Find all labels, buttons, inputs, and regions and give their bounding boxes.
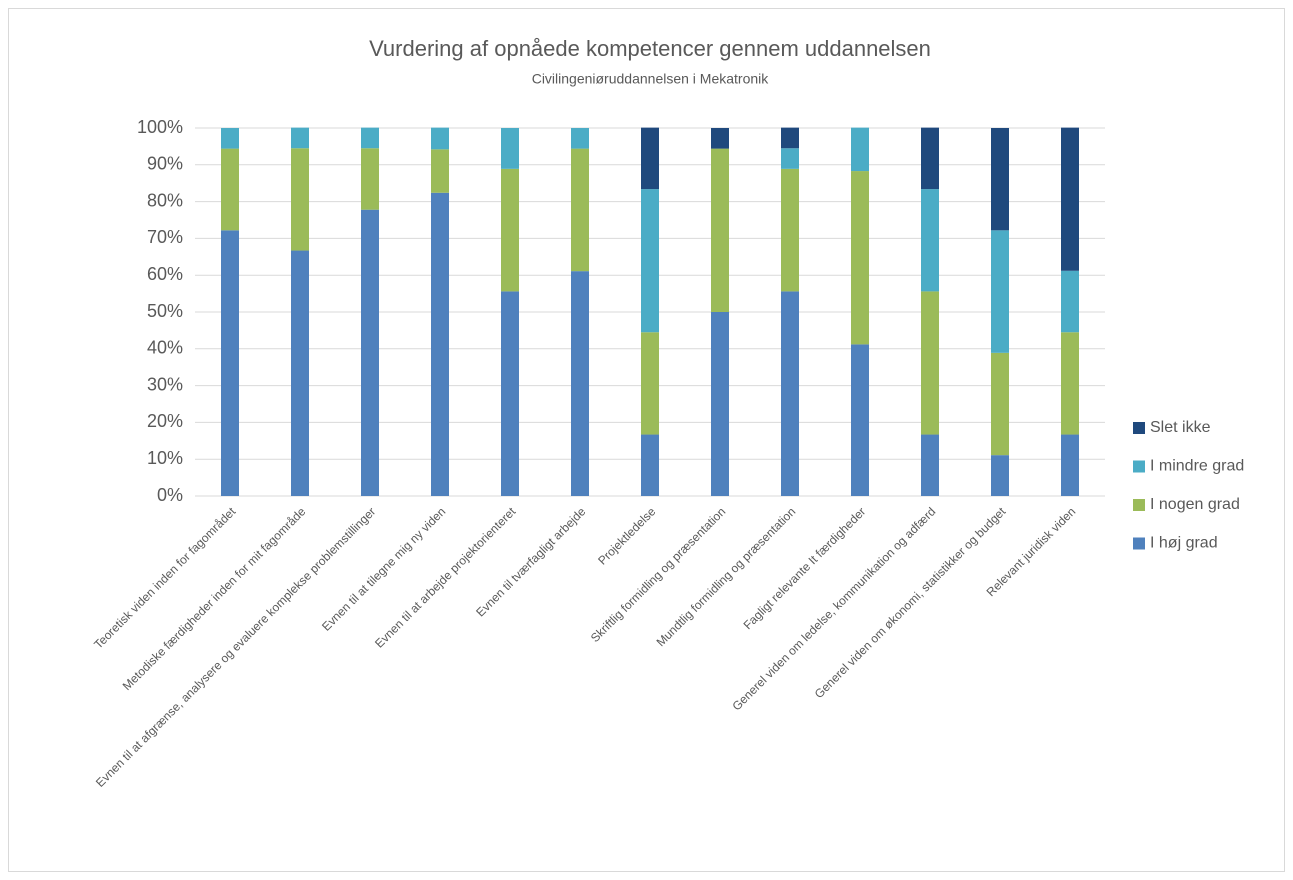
bar-segment [571,148,589,272]
y-tick-label: 50% [147,301,183,321]
bar-segment [991,455,1009,496]
bar-segment [781,148,799,169]
y-tick-label: 60% [147,264,183,284]
bar-segment [291,250,309,496]
bar-segment [641,434,659,496]
bar-segment [501,168,519,292]
y-tick-label: 40% [147,338,183,358]
bar-segment [851,344,869,496]
y-tick-label: 100% [137,117,183,137]
y-tick-label: 20% [147,411,183,431]
bar-segment [361,127,379,149]
bar-segment [501,291,519,496]
bar-segment [711,128,729,149]
bar-segment [781,168,799,292]
chart-subtitle: Civilingeniøruddannelsen i Mekatronik [532,71,770,87]
bar-segment [361,209,379,497]
bar-segment [501,128,519,169]
bar-segment [851,171,869,345]
legend-label: Slet ikke [1150,419,1211,436]
bar-segment [1061,270,1079,333]
bar-segment [431,127,449,150]
legend-label: I mindre grad [1150,458,1244,475]
bar-segment [641,189,659,333]
bar-segment [641,127,659,190]
y-tick-label: 10% [147,448,183,468]
chart-title: Vurdering af opnåede kompetencer gennem … [369,36,931,61]
bar-segment [431,149,449,193]
bar-segment [991,352,1009,456]
bar-segment [431,192,449,496]
bar-segment [221,230,239,496]
bar-segment [921,434,939,496]
bar-segment [781,291,799,496]
bar-segment [921,127,939,190]
y-tick-label: 0% [157,485,183,505]
bar-segment [851,127,869,172]
y-tick-label: 30% [147,374,183,394]
bar-segment [921,291,939,435]
bar-segment [711,312,729,496]
y-tick-label: 90% [147,154,183,174]
bar-segment [571,128,589,149]
bar-segment [291,127,309,149]
bar-segment [571,271,589,496]
legend-label: I høj grad [1150,535,1218,552]
legend-label: I nogen grad [1150,496,1240,513]
bar-segment [361,148,379,210]
legend-swatch [1133,422,1145,434]
bar-segment [1061,434,1079,496]
legend-swatch [1133,499,1145,511]
bar-segment [921,189,939,292]
bar-segment [781,127,799,149]
bar-segment [291,148,309,251]
bar-segment [991,230,1009,353]
bar-segment [1061,127,1079,271]
legend-swatch [1133,537,1145,550]
bar-segment [221,148,239,231]
bar-segment [991,128,1009,231]
y-tick-label: 80% [147,190,183,210]
bar-segment [221,128,239,149]
bar-segment [641,332,659,435]
legend-swatch [1133,460,1145,473]
bar-segment [1061,332,1079,435]
y-tick-label: 70% [147,227,183,247]
bar-segment [711,148,729,312]
